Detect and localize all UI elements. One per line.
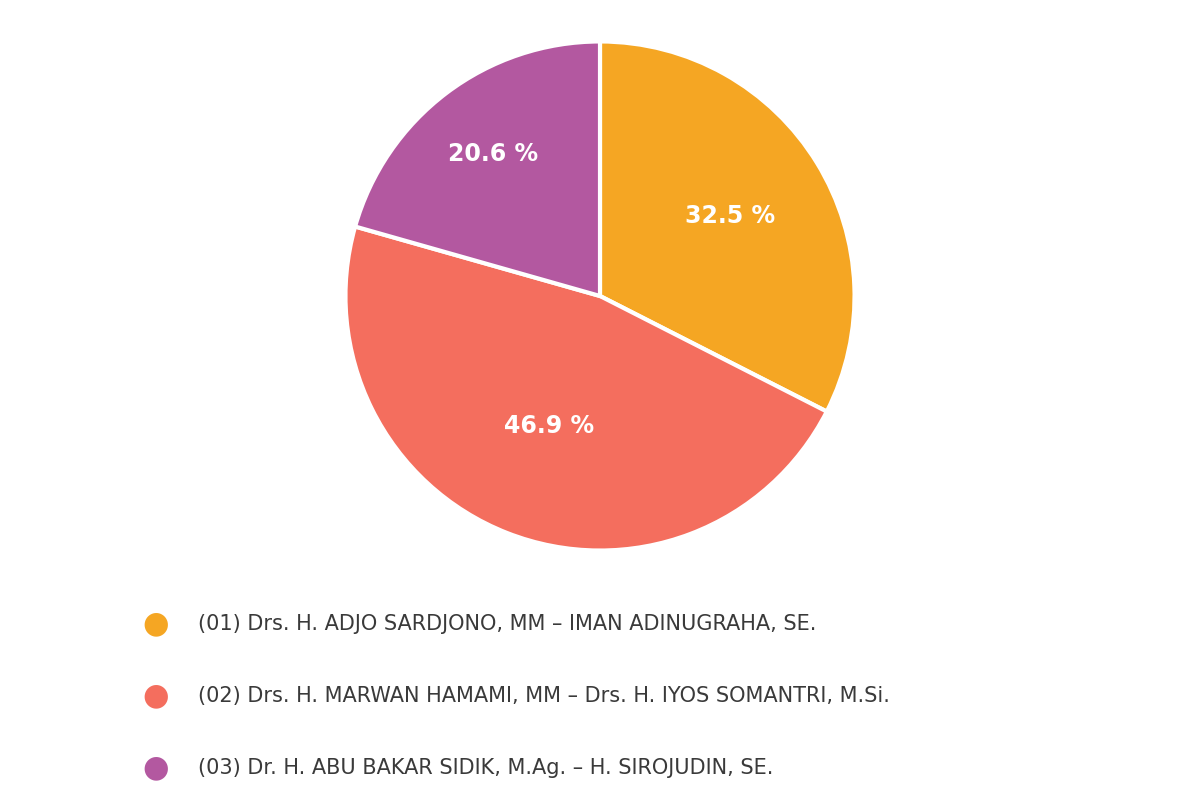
Text: ●: ● — [143, 610, 169, 638]
Text: 46.9 %: 46.9 % — [504, 414, 594, 438]
Text: ●: ● — [143, 754, 169, 782]
Text: (03) Dr. H. ABU BAKAR SIDIK, M.Ag. – H. SIROJUDIN, SE.: (03) Dr. H. ABU BAKAR SIDIK, M.Ag. – H. … — [198, 758, 773, 778]
Text: 32.5 %: 32.5 % — [685, 204, 775, 228]
Wedge shape — [346, 226, 827, 550]
Wedge shape — [355, 42, 600, 296]
Text: (02) Drs. H. MARWAN HAMAMI, MM – Drs. H. IYOS SOMANTRI, M.Si.: (02) Drs. H. MARWAN HAMAMI, MM – Drs. H.… — [198, 686, 890, 706]
Text: (01) Drs. H. ADJO SARDJONO, MM – IMAN ADINUGRAHA, SE.: (01) Drs. H. ADJO SARDJONO, MM – IMAN AD… — [198, 614, 816, 634]
Wedge shape — [600, 42, 854, 411]
Text: ●: ● — [143, 682, 169, 710]
Text: 20.6 %: 20.6 % — [448, 142, 538, 166]
